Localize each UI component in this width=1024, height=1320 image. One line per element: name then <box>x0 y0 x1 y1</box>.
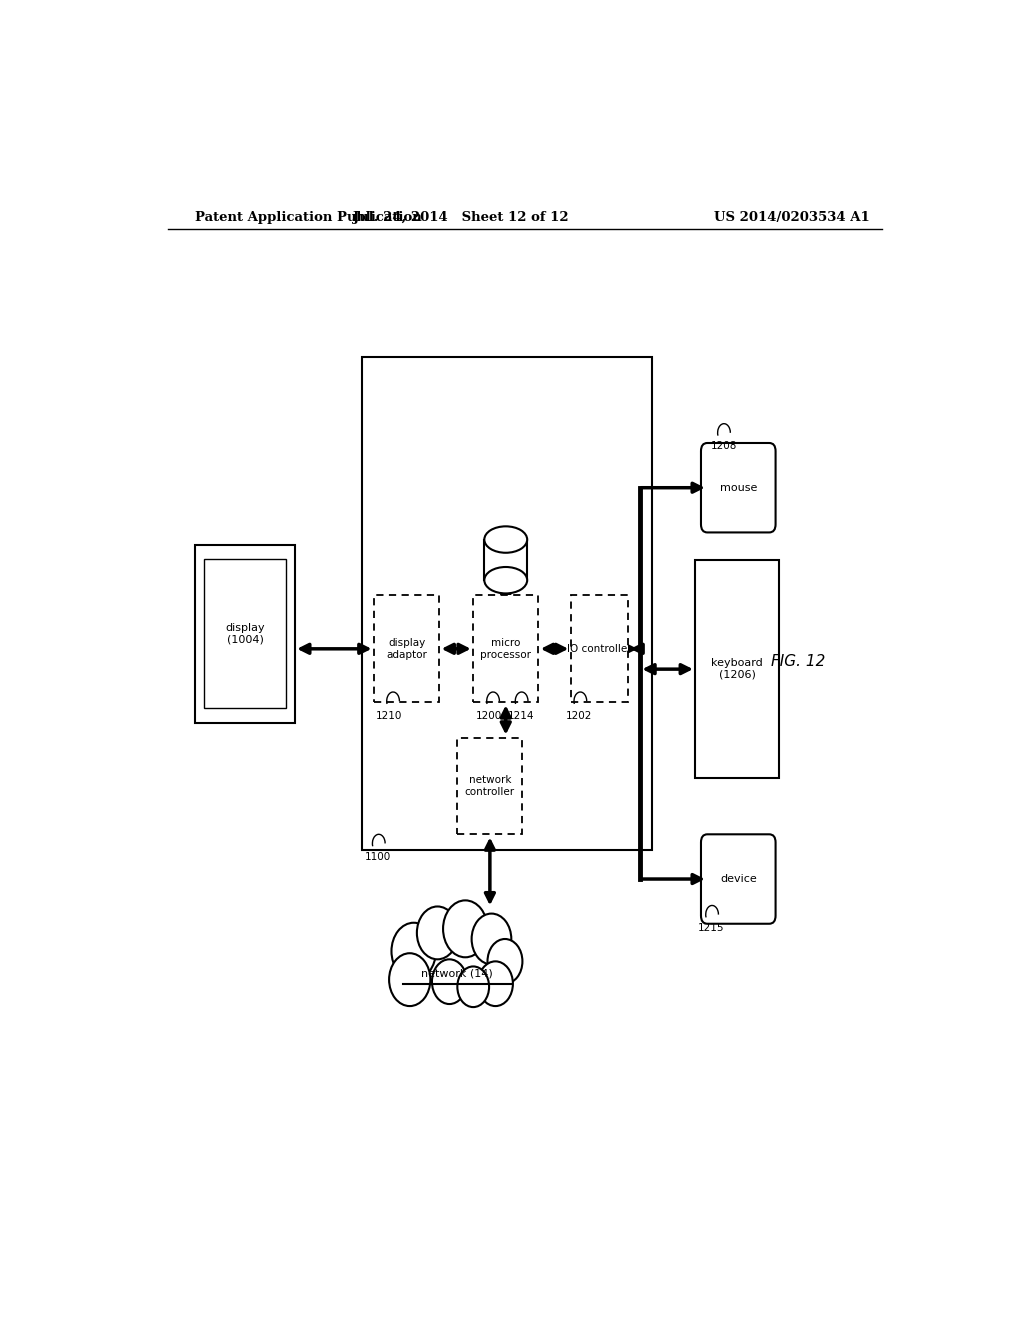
Circle shape <box>389 953 430 1006</box>
Text: 1214: 1214 <box>507 711 534 721</box>
Text: IO controller: IO controller <box>567 644 632 653</box>
FancyBboxPatch shape <box>701 444 775 532</box>
Text: display
adaptor: display adaptor <box>386 638 427 660</box>
Bar <box>458 738 522 834</box>
Text: 1210: 1210 <box>376 711 402 721</box>
Text: micro
processor: micro processor <box>480 638 531 660</box>
Bar <box>374 595 439 702</box>
Text: device: device <box>720 874 757 884</box>
Bar <box>695 560 778 779</box>
Text: 1202: 1202 <box>566 711 593 721</box>
Text: network (14): network (14) <box>422 969 494 978</box>
Text: display
(1004): display (1004) <box>225 623 265 644</box>
Text: FIG. 12: FIG. 12 <box>771 653 825 669</box>
FancyBboxPatch shape <box>701 834 775 924</box>
Bar <box>570 595 628 702</box>
Text: 1215: 1215 <box>697 923 724 933</box>
Ellipse shape <box>484 568 527 594</box>
Text: mouse: mouse <box>720 483 757 492</box>
Circle shape <box>487 939 522 983</box>
Circle shape <box>472 913 511 965</box>
Ellipse shape <box>484 527 527 553</box>
Circle shape <box>478 961 513 1006</box>
Bar <box>473 595 539 702</box>
Bar <box>382 981 532 1001</box>
Text: Jul. 24, 2014   Sheet 12 of 12: Jul. 24, 2014 Sheet 12 of 12 <box>353 211 569 224</box>
Text: 1200: 1200 <box>475 711 502 721</box>
Circle shape <box>417 907 458 960</box>
Circle shape <box>458 966 489 1007</box>
Text: Patent Application Publication: Patent Application Publication <box>196 211 422 224</box>
Bar <box>362 356 651 850</box>
Text: keyboard
(1206): keyboard (1206) <box>712 659 763 680</box>
Circle shape <box>443 900 487 957</box>
Bar <box>204 560 286 708</box>
Bar <box>196 545 295 722</box>
Text: 1100: 1100 <box>365 851 391 862</box>
Text: US 2014/0203534 A1: US 2014/0203534 A1 <box>715 211 870 224</box>
Bar <box>484 540 527 581</box>
Circle shape <box>391 923 436 979</box>
Circle shape <box>432 960 467 1005</box>
Text: 1208: 1208 <box>712 441 737 451</box>
Text: network
controller: network controller <box>465 775 515 797</box>
